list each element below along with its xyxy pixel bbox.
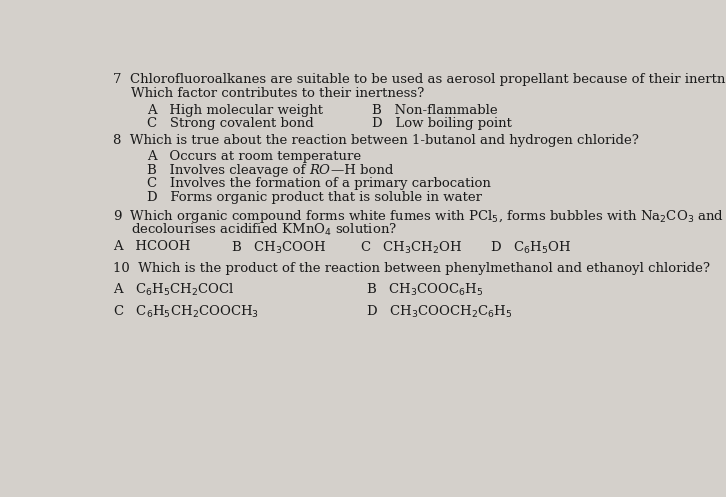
Text: A   C$_{6}$H$_{5}$CH$_{2}$COCl: A C$_{6}$H$_{5}$CH$_{2}$COCl (113, 282, 235, 299)
Text: D   C$_{6}$H$_{5}$OH: D C$_{6}$H$_{5}$OH (490, 240, 571, 255)
Text: B   Non-flammable: B Non-flammable (372, 104, 498, 117)
Text: D   Low boiling point: D Low boiling point (372, 117, 512, 130)
Text: 10  Which is the product of the reaction between phenylmethanol and ethanoyl chl: 10 Which is the product of the reaction … (113, 262, 710, 275)
Text: B   CH$_{3}$COOH: B CH$_{3}$COOH (232, 240, 327, 255)
Text: D   Forms organic product that is soluble in water: D Forms organic product that is soluble … (147, 190, 482, 203)
Text: decolourises acidified KMnO$_4$ solution?: decolourises acidified KMnO$_4$ solution… (131, 222, 398, 239)
Text: C   CH$_{3}$CH$_{2}$OH: C CH$_{3}$CH$_{2}$OH (359, 240, 462, 255)
Text: B   CH$_{3}$COOC$_{6}$H$_{5}$: B CH$_{3}$COOC$_{6}$H$_{5}$ (367, 282, 484, 299)
Text: 7  Chlorofluoroalkanes are suitable to be used as aerosol propellant because of : 7 Chlorofluoroalkanes are suitable to be… (113, 73, 726, 86)
Text: 9  Which organic compound forms white fumes with PCl$_5$, forms bubbles with Na$: 9 Which organic compound forms white fum… (113, 208, 725, 225)
Text: C   C$_{6}$H$_{5}$CH$_{2}$COOCH$_{3}$: C C$_{6}$H$_{5}$CH$_{2}$COOCH$_{3}$ (113, 303, 259, 320)
Text: —H bond: —H bond (330, 164, 393, 177)
Text: Which factor contributes to their inertness?: Which factor contributes to their inertn… (131, 87, 425, 100)
Text: A   Occurs at room temperature: A Occurs at room temperature (147, 150, 361, 164)
Text: B   Involves cleavage of: B Involves cleavage of (147, 164, 310, 177)
Text: RO: RO (310, 164, 330, 177)
Text: C   Involves the formation of a primary carbocation: C Involves the formation of a primary ca… (147, 177, 491, 190)
Text: D   CH$_{3}$COOCH$_{2}$C$_{6}$H$_{5}$: D CH$_{3}$COOCH$_{2}$C$_{6}$H$_{5}$ (367, 303, 513, 320)
Text: A   High molecular weight: A High molecular weight (147, 104, 323, 117)
Text: 8  Which is true about the reaction between 1-butanol and hydrogen chloride?: 8 Which is true about the reaction betwe… (113, 134, 639, 147)
Text: C   Strong covalent bond: C Strong covalent bond (147, 117, 314, 130)
Text: A   HCOOH: A HCOOH (113, 240, 191, 252)
